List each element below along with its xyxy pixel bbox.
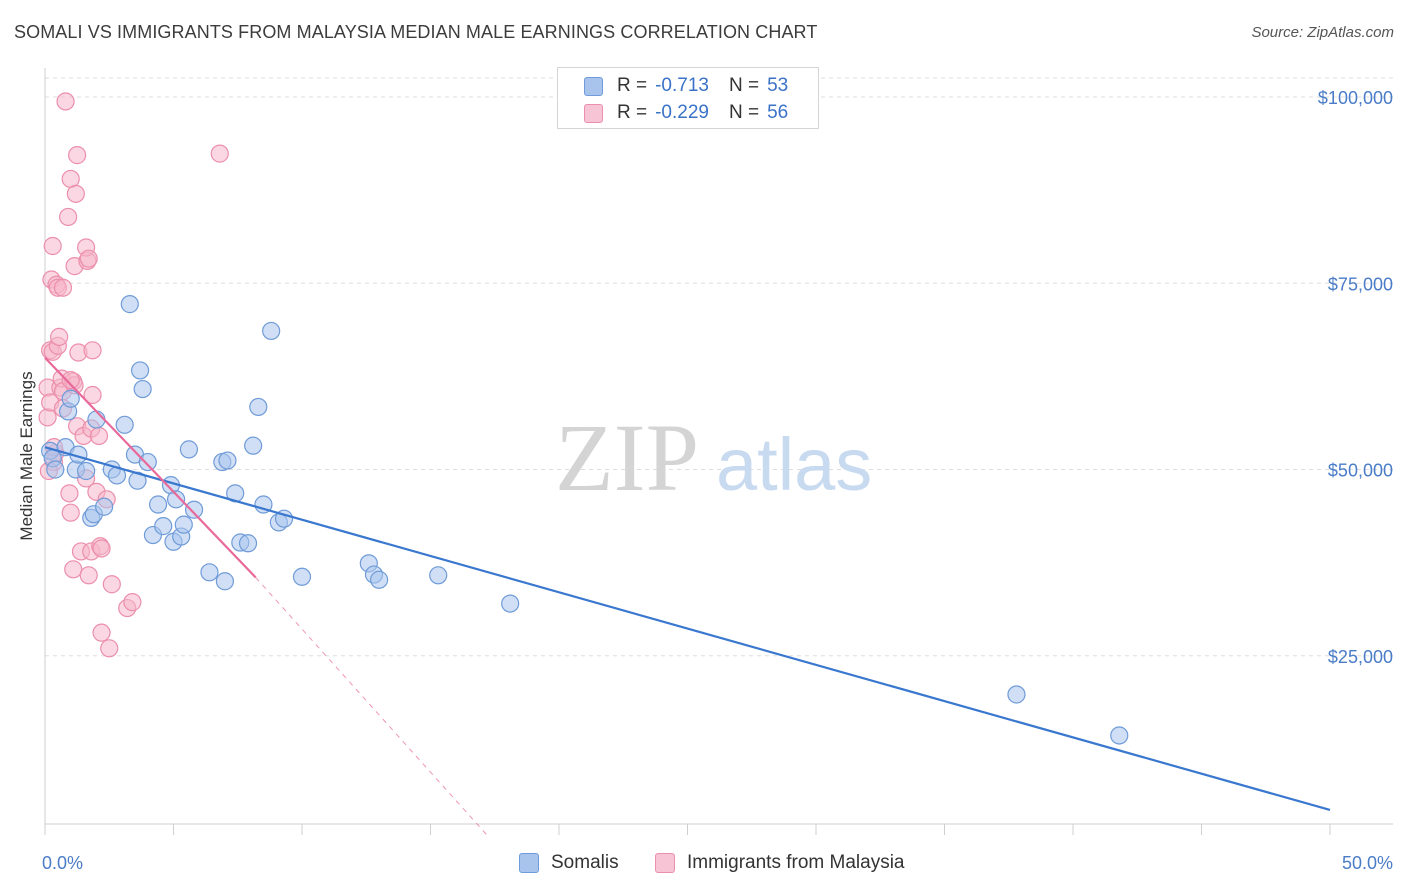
malaysia-point — [56, 92, 75, 111]
malaysia-point — [100, 639, 119, 658]
somalis-point — [262, 321, 281, 341]
malaysia-point — [68, 146, 87, 165]
y-tick-label: $100,000 — [1318, 88, 1393, 108]
somalis-point — [184, 500, 204, 519]
somalis-trend-line — [44, 446, 1331, 812]
somalis-point — [166, 490, 186, 509]
n-value-malaysia: 56 — [767, 102, 789, 123]
somalis-point — [130, 361, 150, 380]
malaysia-point — [61, 371, 80, 390]
y-tick-label: $50,000 — [1328, 461, 1393, 481]
malaysia-trend-line — [44, 356, 257, 579]
correlation-legend: R = -0.713 N = 53 R = -0.229 N = 56 — [557, 67, 819, 129]
somalis-point — [292, 567, 312, 586]
trend-lines — [44, 356, 1331, 839]
legend-item-somalis[interactable]: Somalis — [519, 852, 619, 874]
x-tick-label-min: 0.0% — [42, 853, 83, 873]
somalis-point — [95, 497, 114, 516]
somalis-point — [154, 517, 173, 536]
n-label: N = — [728, 75, 760, 96]
r-label: R = — [617, 102, 648, 123]
malaysia-trend-extension — [255, 577, 490, 839]
series-malaysia-points — [38, 92, 229, 658]
somalis-point — [238, 534, 258, 553]
somalis-point — [87, 410, 106, 429]
somalis-legend-swatch — [519, 853, 539, 873]
malaysia-point — [79, 249, 98, 268]
malaysia-point — [60, 484, 79, 503]
malaysia-point — [83, 341, 102, 360]
malaysia-point — [123, 593, 142, 612]
malaysia-point — [102, 575, 121, 594]
series-legend: Somalis Immigrants from Malaysia — [0, 852, 1406, 878]
r-label: R = — [617, 75, 648, 96]
x-tick-label-max: 50.0% — [1342, 853, 1393, 873]
malaysia-point — [89, 426, 109, 446]
malaysia-point — [83, 385, 102, 405]
malaysia-legend-swatch — [655, 853, 675, 873]
somalis-point — [133, 379, 152, 399]
somalis-point — [77, 461, 96, 481]
r-value-malaysia: -0.229 — [655, 102, 709, 123]
malaysia-point — [210, 144, 229, 163]
malaysia-point — [79, 566, 98, 585]
malaysia-point — [64, 560, 83, 579]
somalis-point — [138, 452, 157, 472]
watermark: ZIP atlas — [555, 404, 872, 511]
somalis-point — [200, 563, 219, 582]
malaysia-point — [61, 503, 80, 522]
n-value-somalis: 53 — [767, 75, 789, 96]
somalis-point — [1110, 726, 1129, 745]
legend-item-malaysia[interactable]: Immigrants from Malaysia — [655, 852, 905, 874]
somalis-point — [215, 572, 234, 591]
y-tick-label: $75,000 — [1328, 274, 1393, 294]
somalis-point — [179, 440, 199, 459]
malaysia-point — [59, 207, 78, 227]
watermark-atlas: atlas — [716, 423, 872, 506]
somalis-point — [148, 495, 168, 514]
somalis-swatch — [584, 76, 603, 96]
tick-labels: $25,000 $50,000 $75,000 $100,000 0.0% 50.0% — [42, 88, 1393, 873]
somalis-point — [501, 594, 520, 613]
somalis-point — [370, 570, 389, 589]
somalis-point — [249, 397, 268, 417]
y-tick-label: $25,000 — [1328, 647, 1393, 667]
somalis-point — [61, 389, 80, 408]
n-label: N = — [728, 102, 760, 123]
malaysia-point — [92, 539, 111, 558]
legend-row-somalis: R = -0.713 N = 53 — [584, 74, 788, 98]
source-label: Source: ZipAtlas.com — [1251, 24, 1394, 41]
somalis-point — [218, 451, 237, 470]
malaysia-point — [43, 236, 62, 256]
malaysia-point — [53, 278, 73, 297]
somalis-point — [244, 436, 263, 455]
malaysia-swatch — [584, 103, 603, 123]
malaysia-point — [50, 327, 69, 346]
series-somalis-points — [41, 295, 1129, 745]
malaysia-point — [66, 184, 85, 203]
legend-label-malaysia: Immigrants from Malaysia — [687, 852, 905, 873]
somalis-point — [1007, 685, 1026, 704]
malaysia-point — [38, 408, 57, 427]
legend-row-malaysia: R = -0.229 N = 56 — [584, 101, 788, 125]
watermark-zip: ZIP — [555, 404, 699, 511]
y-axis-label: Median Male Earnings — [17, 371, 36, 540]
somalis-point — [115, 415, 134, 434]
r-value-somalis: -0.713 — [655, 75, 709, 96]
somalis-point — [46, 460, 65, 479]
malaysia-point — [92, 623, 111, 642]
chart-title: SOMALI VS IMMIGRANTS FROM MALAYSIA MEDIA… — [14, 22, 818, 42]
somalis-point — [120, 295, 139, 314]
somalis-point — [174, 515, 193, 534]
somalis-point — [429, 566, 448, 585]
legend-label-somalis: Somalis — [551, 852, 619, 873]
